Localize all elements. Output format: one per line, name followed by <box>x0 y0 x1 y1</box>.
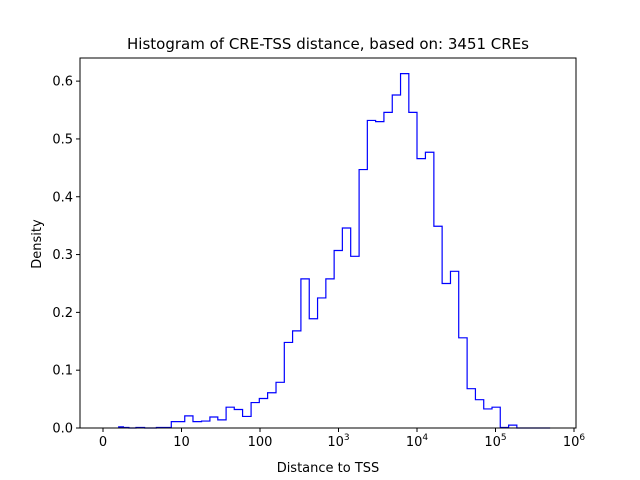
x-tick-label: 0 <box>99 435 107 450</box>
y-axis-ticks: 0.0 0.1 0.2 0.3 0.4 0.5 0.6 <box>52 75 80 437</box>
x-tick-label: 100 <box>248 435 273 450</box>
histogram-bins <box>118 73 551 429</box>
y-tick-label: 0.0 <box>52 422 73 437</box>
x-tick-label: 10 <box>173 435 190 450</box>
x-tick-label: 105 <box>484 433 506 450</box>
plot-frame <box>79 57 577 429</box>
y-tick-label: 0.4 <box>52 190 73 205</box>
y-tick-label: 0.6 <box>52 75 73 90</box>
histogram-step-line <box>118 73 551 429</box>
x-tick-label: 103 <box>327 433 349 450</box>
y-tick-label: 0.1 <box>52 364 73 379</box>
y-tick-label: 0.5 <box>52 132 73 147</box>
x-axis-label: Distance to TSS <box>277 461 380 476</box>
x-tick-label: 104 <box>406 433 429 450</box>
x-tick-label: 106 <box>563 433 586 450</box>
chart-title: Histogram of CRE-TSS distance, based on:… <box>127 35 529 53</box>
y-tick-label: 0.2 <box>52 306 73 321</box>
x-axis-ticks: 0 10 100 103 104 105 106 <box>99 428 586 450</box>
y-tick-label: 0.3 <box>52 248 73 263</box>
y-axis-label: Density <box>30 219 45 269</box>
